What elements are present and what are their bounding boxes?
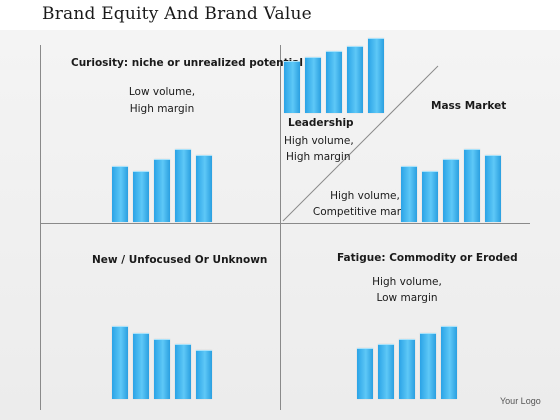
- new-unfocused-bar: [154, 339, 170, 399]
- leadership-bar: [284, 61, 300, 113]
- curiosity-line1: Low volume,: [128, 86, 196, 98]
- mass-market-bar: [464, 149, 480, 222]
- new-unfocused-bar: [112, 326, 128, 399]
- leadership-heading: Leadership: [288, 117, 354, 129]
- fatigue-bar: [441, 326, 457, 399]
- logo-placeholder: Your Logo: [500, 396, 541, 406]
- fatigue-bar: [357, 348, 373, 399]
- mass-market-line1: High volume,: [330, 190, 400, 202]
- new-unfocused-heading: New / Unfocused Or Unknown: [92, 254, 268, 266]
- mass-market-heading: Mass Market: [431, 100, 507, 112]
- mass-market-line2: Competitive margin: [312, 206, 418, 218]
- new-unfocused-bar: [133, 333, 149, 399]
- left-edge-line: [40, 45, 41, 410]
- leadership-line1: High volume,: [284, 135, 354, 147]
- fatigue-bar: [399, 339, 415, 399]
- mass-market-bar: [401, 166, 417, 222]
- curiosity-bar: [196, 155, 212, 222]
- page-title: Brand Equity And Brand Value: [42, 4, 312, 24]
- leadership-bar: [305, 57, 321, 113]
- vertical-axis: [280, 45, 281, 410]
- curiosity-bar: [112, 166, 128, 222]
- leadership-bar: [368, 38, 384, 113]
- curiosity-line2: High margin: [129, 103, 195, 115]
- leadership-bar: [347, 46, 363, 113]
- fatigue-bar: [420, 333, 436, 399]
- curiosity-bar: [154, 159, 170, 222]
- curiosity-heading: Curiosity: niche or unrealized potential: [71, 57, 303, 69]
- mass-market-bar: [422, 171, 438, 222]
- fatigue-line1: High volume,: [372, 276, 442, 288]
- mass-market-bar: [443, 159, 459, 222]
- curiosity-bar: [133, 171, 149, 222]
- leadership-bar: [326, 51, 342, 113]
- curiosity-bar: [175, 149, 191, 222]
- horizontal-axis: [40, 223, 530, 224]
- mass-market-bar: [485, 155, 501, 222]
- new-unfocused-bar: [196, 350, 212, 399]
- fatigue-line2: Low margin: [376, 292, 438, 304]
- new-unfocused-bar: [175, 344, 191, 399]
- fatigue-heading: Fatigue: Commodity or Eroded: [337, 252, 518, 264]
- fatigue-bar: [378, 344, 394, 399]
- leadership-line2: High margin: [286, 151, 351, 163]
